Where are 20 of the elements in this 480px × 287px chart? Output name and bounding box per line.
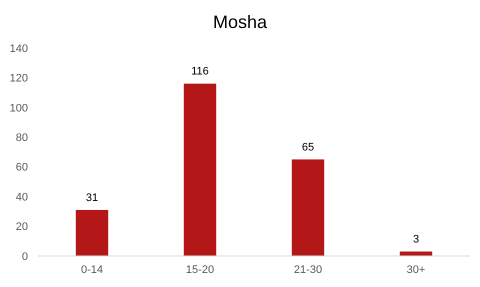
y-tick-label: 40 [16, 191, 28, 204]
data-label: 3 [412, 234, 420, 246]
y-tick-label: 20 [16, 221, 28, 234]
data-label: 65 [302, 141, 314, 154]
y-tick-label: 0 [22, 250, 28, 263]
bar [184, 84, 216, 256]
y-tick-label: 60 [16, 162, 28, 174]
data-label: 31 [86, 192, 98, 204]
y-tick-label: 100 [10, 102, 28, 114]
x-tick-label: 0-14 [80, 264, 104, 276]
bar [292, 159, 324, 256]
y-tick-label: 80 [16, 132, 28, 144]
y-tick-label: 140 [10, 42, 28, 55]
x-tick-label: 21-30 [294, 264, 322, 276]
data-label: 116 [191, 66, 209, 78]
bar [76, 210, 108, 256]
y-tick-label: 120 [10, 72, 28, 85]
chart-title: Mosha [212, 12, 268, 32]
x-tick-label: 15-20 [186, 264, 214, 276]
x-tick-label: 30+ [406, 264, 426, 276]
